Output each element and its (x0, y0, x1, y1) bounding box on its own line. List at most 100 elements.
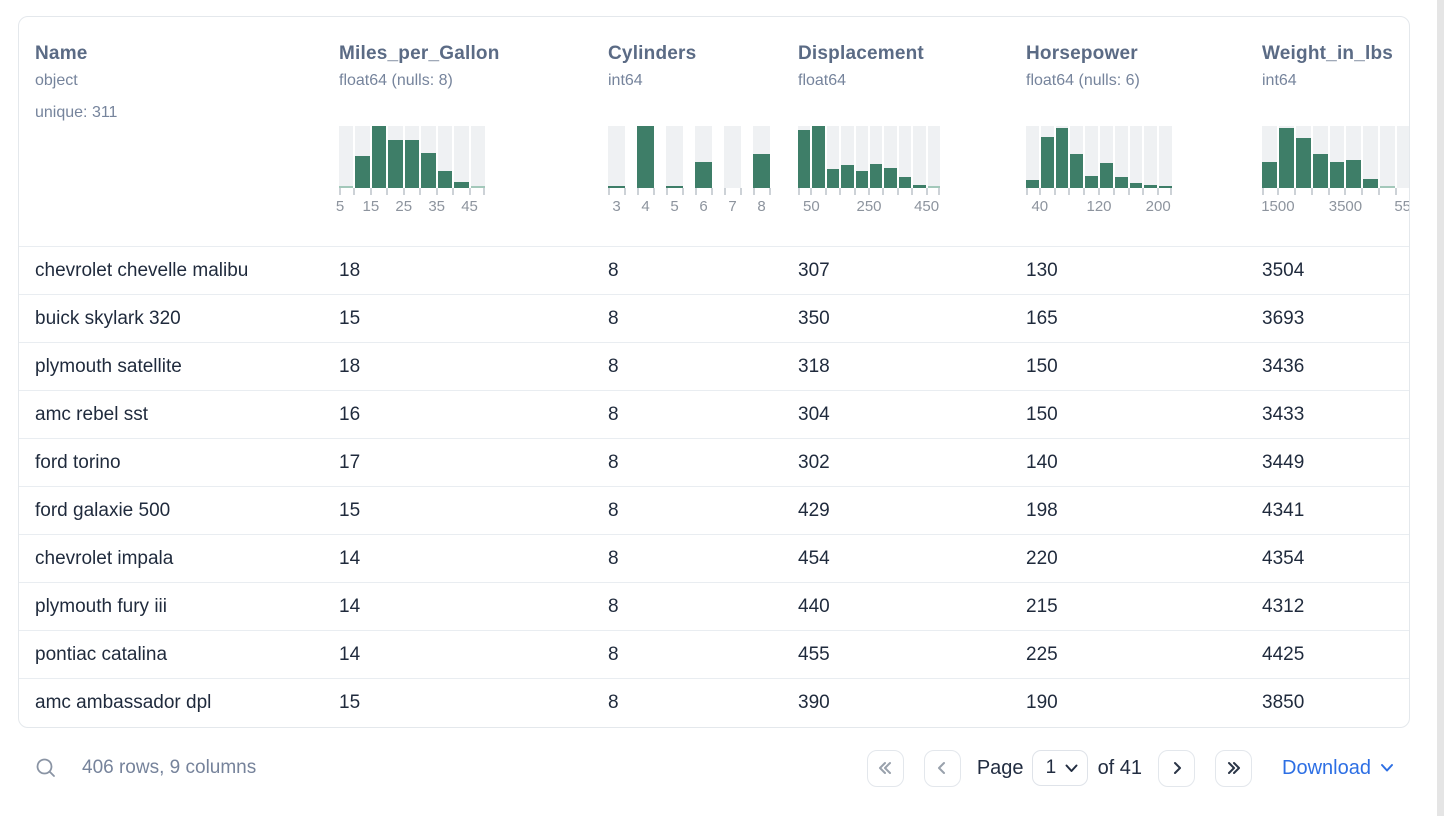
double-chevron-right-icon (1227, 762, 1240, 774)
column-header-weight_in_lbs[interactable]: Weight_in_lbs int64 1500 3500 5500 (1246, 17, 1409, 246)
axis-tick (339, 188, 341, 195)
column-histogram[interactable]: 5 15 25 35 45 (336, 126, 592, 215)
axis-tick (798, 188, 800, 195)
cell-miles_per_gallon: 14 (339, 643, 361, 665)
axis-tick (1310, 188, 1313, 195)
histogram-bin (927, 126, 941, 188)
column-histogram[interactable]: 1500 3500 5500 (1261, 126, 1409, 215)
column-header-miles_per_gallon[interactable]: Miles_per_Gallon float64 (nulls: 8) 5 15 25 3… (323, 17, 592, 246)
axis-tick (896, 188, 899, 195)
download-button[interactable]: Download (1282, 757, 1394, 780)
cell-horsepower: 140 (1026, 451, 1058, 473)
histogram-bar (1099, 163, 1113, 188)
cell-horsepower: 130 (1026, 259, 1058, 281)
histogram-bar (855, 171, 869, 188)
cell-weight_in_lbs: 3850 (1262, 692, 1305, 713)
first-page-button[interactable] (866, 749, 904, 787)
histogram-bin (1295, 126, 1311, 188)
histogram-bar (812, 126, 825, 188)
double-chevron-left-icon (879, 762, 892, 774)
column-header-displacement[interactable]: Displacement float64 50 250 450 (782, 17, 1010, 246)
histogram-bar (339, 186, 354, 188)
axis-tick (1395, 188, 1398, 195)
cell-weight_in_lbs: 3504 (1262, 259, 1305, 281)
axis-tick-label: 4 (641, 198, 650, 215)
search-icon[interactable] (34, 756, 58, 780)
last-page-button[interactable] (1215, 749, 1253, 787)
histogram-bar (870, 164, 883, 188)
histogram-bin (798, 126, 811, 188)
column-dtype: int64 (608, 72, 643, 89)
prev-page-button[interactable] (923, 749, 961, 787)
cell-miles_per_gallon: 18 (339, 259, 361, 281)
cell-displacement: 307 (798, 259, 830, 281)
cell-horsepower: 190 (1026, 692, 1058, 713)
cell-horsepower: 150 (1026, 355, 1058, 377)
histogram-bin (1346, 126, 1362, 188)
cell-miles_per_gallon: 14 (339, 547, 361, 569)
cell-miles_per_gallon: 15 (339, 499, 361, 521)
column-header-name[interactable]: Name object unique: 311 (19, 17, 323, 246)
axis-tick-label: 120 (1086, 198, 1112, 215)
cell-miles_per_gallon: 16 (339, 403, 361, 425)
axis-tick (1378, 188, 1381, 195)
axis-tick (1142, 188, 1145, 195)
cell-miles_per_gallon: 18 (339, 355, 361, 377)
histogram-bar (1363, 179, 1379, 188)
cell-cylinders: 8 (608, 307, 619, 329)
column-histogram[interactable]: 40 120 200 (1026, 126, 1246, 215)
axis-tick (623, 188, 626, 195)
cell-displacement: 440 (798, 595, 830, 617)
column-histogram[interactable]: 50 250 450 (798, 126, 1010, 215)
axis-tick-label: 1500 (1261, 198, 1295, 215)
histogram-bar (913, 185, 926, 188)
histogram-bin (1380, 126, 1396, 188)
axis-tick (1157, 188, 1160, 195)
cell-cylinders: 8 (608, 451, 619, 473)
histogram-bar (1278, 128, 1294, 188)
histogram-bar (927, 186, 941, 188)
axis-tick (911, 188, 914, 195)
axis-tick-label: 250 (856, 198, 882, 215)
table-row: amc ambassador dpl 15 8 390 190 3850 (19, 679, 1409, 727)
histogram-bar (1312, 154, 1328, 188)
histogram-bar (884, 168, 897, 188)
axis-tick (882, 188, 885, 195)
histogram-bin (1070, 126, 1084, 188)
vertical-scrollbar[interactable] (1437, 0, 1444, 816)
axis-tick (1068, 188, 1071, 195)
axis-tick (1127, 188, 1130, 195)
histogram-bar (1346, 160, 1362, 188)
column-header-cylinders[interactable]: Cylinders int64 3 4 5 6 7 8 (592, 17, 782, 246)
column-histogram[interactable]: 3 4 5 6 7 8 (607, 126, 782, 215)
axis-tick (386, 188, 389, 195)
cell-horsepower: 198 (1026, 499, 1058, 521)
cell-displacement: 454 (798, 547, 830, 569)
histogram-bin (1129, 126, 1143, 188)
histogram-bar (1380, 186, 1396, 188)
page-select-value: 1 (1045, 757, 1057, 778)
histogram-bin (1026, 126, 1039, 188)
cell-weight_in_lbs: 4312 (1262, 595, 1305, 617)
cell-cylinders: 8 (608, 547, 619, 569)
next-page-button[interactable] (1158, 749, 1196, 787)
cell-horsepower: 150 (1026, 403, 1058, 425)
axis-tick-label: 200 (1145, 198, 1171, 215)
histogram-bin (355, 126, 370, 188)
table-row: pontiac catalina 14 8 455 225 4425 (19, 631, 1409, 679)
histogram-bar (1085, 176, 1098, 188)
axis-tick (652, 188, 655, 195)
column-header-horsepower[interactable]: Horsepower float64 (nulls: 6) 40 120 200 (1010, 17, 1246, 246)
cell-miles_per_gallon: 15 (339, 307, 361, 329)
column-title: Weight_in_lbs (1262, 43, 1394, 64)
chevron-down-icon (1381, 764, 1393, 772)
histogram-bin (404, 126, 420, 188)
cell-displacement: 302 (798, 451, 830, 473)
download-label: Download (1282, 756, 1371, 779)
axis-tick-label: 25 (395, 198, 413, 215)
histogram-bar (404, 140, 420, 188)
page-select[interactable]: 1 (1031, 750, 1088, 786)
histogram-bar (454, 182, 469, 188)
of-label: of 41 (1097, 756, 1143, 779)
table-row: ford galaxie 500 15 8 429 198 4341 (19, 487, 1409, 535)
